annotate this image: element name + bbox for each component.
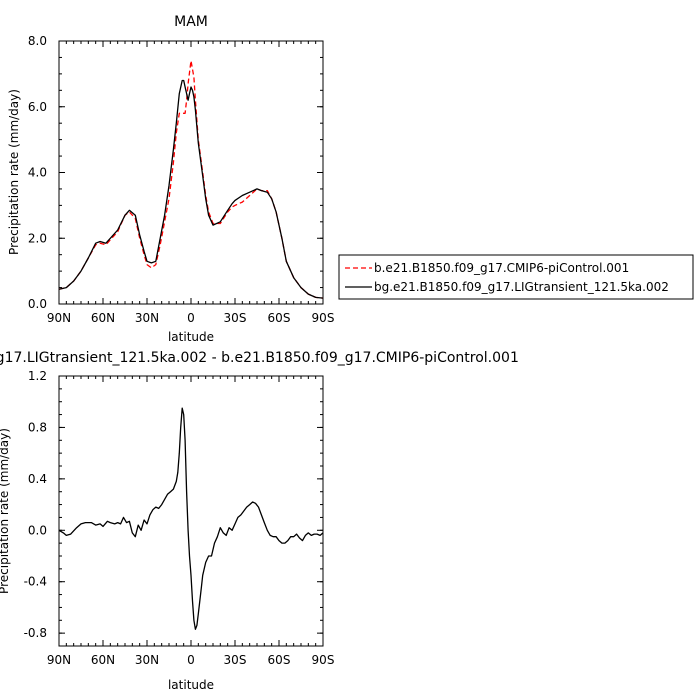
y-tick-label: 0.0 — [28, 523, 47, 537]
x-tick-label: 30N — [135, 653, 159, 667]
y-tick-label: -0.4 — [24, 575, 47, 589]
x-tick-label: 60S — [268, 311, 291, 325]
top-y-axis-label: Precipitation rate (mm/day) — [7, 89, 21, 255]
y-tick-label: 1.2 — [28, 369, 47, 383]
x-tick-label: 90N — [47, 653, 71, 667]
y-tick-label: -0.8 — [24, 626, 47, 640]
x-tick-label: 60N — [91, 311, 115, 325]
top-axis-ticks: 90N 60N 30N 0 30S 60S 90S 0.0 2.0 4.0 6.0 8.0 — [28, 34, 335, 325]
top-series-lines — [58, 60, 324, 299]
bottom-panel-title: bg.e21.B1850.f09_g17.LIGtransient_121.5k… — [0, 350, 519, 366]
y-tick-label: 2.0 — [28, 231, 47, 245]
y-tick-label: 8.0 — [28, 34, 47, 48]
x-tick-label: 60N — [91, 653, 115, 667]
x-tick-label: 90S — [312, 311, 335, 325]
y-tick-label: 0.8 — [28, 420, 47, 434]
y-tick-label: 0.0 — [28, 297, 47, 311]
x-tick-label: 60S — [268, 653, 291, 667]
legend-box — [338, 254, 694, 300]
top-plot-frame — [58, 40, 324, 305]
top-panel: MAM 90N 60N 30N 0 30S 60S 90S 0.0 2.0 4.0 6.0 8.0 l… — [7, 14, 334, 344]
x-tick-label: 90S — [312, 653, 335, 667]
y-tick-label: 4.0 — [28, 166, 47, 180]
bottom-axis-ticks: 90N 60N 30N 0 30S 60S 90S 1.2 0.8 0.4 0.0 -0.4 -0.8 — [24, 369, 335, 667]
bottom-x-axis-label: latitude — [168, 678, 214, 692]
bottom-panel: bg.e21.B1850.f09_g17.LIGtransient_121.5k… — [0, 350, 519, 692]
top-panel-title: MAM — [174, 14, 208, 30]
series-line-difference — [58, 407, 324, 630]
legend-label-ligtransient: bg.e21.B1850.f09_g17.LIGtransient_121.5k… — [374, 280, 669, 294]
bottom-series-lines — [58, 407, 324, 630]
y-tick-label: 0.4 — [28, 472, 47, 486]
x-tick-label: 30S — [224, 311, 247, 325]
x-tick-label: 0 — [187, 311, 195, 325]
series-line-b-e21-b1850-f09-g17-cmip6-picontrol-001 — [58, 60, 324, 299]
top-x-axis-label: latitude — [168, 330, 214, 344]
legend-label-picontrol: b.e21.B1850.f09_g17.CMIP6-piControl.001 — [374, 261, 629, 275]
x-tick-label: 0 — [187, 653, 195, 667]
x-tick-label: 30S — [224, 653, 247, 667]
bottom-plot-frame — [58, 375, 324, 647]
x-tick-label: 30N — [135, 311, 159, 325]
x-tick-label: 90N — [47, 311, 71, 325]
legend: b.e21.B1850.f09_g17.CMIP6-piControl.001 … — [338, 254, 694, 300]
y-tick-label: 6.0 — [28, 100, 47, 114]
series-line-bg-e21-b1850-f09-g17-ligtransient-121-5ka-002 — [58, 79, 324, 299]
bottom-y-axis-label: Precipitation rate (mm/day) — [0, 428, 11, 594]
